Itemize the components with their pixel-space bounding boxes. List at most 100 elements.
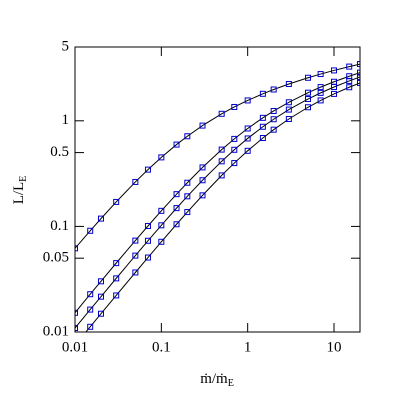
data-marker — [184, 209, 191, 216]
data-marker — [113, 292, 120, 299]
data-marker — [132, 269, 139, 276]
data-marker — [285, 80, 292, 87]
data-marker — [75, 309, 78, 316]
data-marker — [231, 135, 238, 142]
x-label-main: ṁ/ṁ — [200, 371, 228, 387]
y-tick-label: 0.1 — [50, 218, 69, 234]
curve-line — [85, 82, 360, 332]
data-marker — [317, 84, 324, 91]
data-marker — [158, 222, 165, 229]
data-marker — [173, 221, 180, 228]
data-marker — [231, 146, 238, 153]
data-marker — [158, 207, 165, 214]
data-marker — [218, 146, 225, 153]
data-marker — [331, 67, 338, 74]
data-marker — [285, 106, 292, 113]
data-marker — [184, 179, 191, 186]
data-marker — [75, 325, 78, 332]
data-marker — [97, 310, 104, 317]
data-marker — [317, 89, 324, 96]
data-marker — [218, 172, 225, 179]
data-marker — [113, 260, 120, 267]
x-tick-label: 1 — [244, 339, 252, 355]
y-tick-label: 0.05 — [43, 250, 69, 266]
plot-area — [75, 61, 360, 332]
x-tick-label: 10 — [327, 339, 342, 355]
data-marker — [305, 89, 312, 96]
data-marker — [173, 191, 180, 198]
data-marker — [231, 103, 238, 110]
data-marker — [331, 83, 338, 90]
data-marker — [331, 90, 338, 97]
x-label-sub: E — [228, 378, 234, 389]
data-marker — [144, 166, 151, 173]
data-marker — [97, 215, 104, 222]
data-marker — [357, 74, 360, 81]
data-marker — [357, 69, 360, 76]
data-marker — [87, 306, 94, 313]
data-marker — [184, 133, 191, 140]
data-marker — [270, 107, 277, 114]
data-marker — [357, 61, 360, 68]
data-marker — [317, 71, 324, 78]
data-marker — [132, 237, 139, 244]
data-marker — [270, 116, 277, 123]
data-marker — [87, 323, 94, 330]
data-marker — [270, 86, 277, 93]
curve-line — [75, 63, 360, 249]
data-marker — [113, 275, 120, 282]
data-marker — [346, 77, 353, 84]
y-tick-label: 5 — [62, 38, 70, 54]
data-marker — [259, 114, 266, 121]
x-tick-label: 0.1 — [152, 339, 171, 355]
data-marker — [346, 84, 353, 91]
curve-line — [75, 72, 360, 314]
y-tick-label: 0.5 — [50, 144, 69, 160]
data-marker — [199, 164, 206, 171]
y-tick-label: 0.01 — [43, 323, 69, 339]
data-marker — [158, 154, 165, 161]
data-marker — [244, 135, 251, 142]
data-marker — [113, 198, 120, 205]
data-marker — [244, 125, 251, 132]
data-marker — [144, 254, 151, 261]
data-marker — [259, 135, 266, 142]
y-tick-label: 1 — [62, 112, 70, 128]
data-marker — [132, 252, 139, 259]
data-marker — [144, 222, 151, 229]
data-marker — [144, 237, 151, 244]
data-marker — [285, 116, 292, 123]
plot-frame — [74, 46, 361, 333]
data-marker — [87, 291, 94, 298]
data-marker — [199, 192, 206, 199]
data-marker — [97, 293, 104, 300]
data-marker — [259, 90, 266, 97]
data-marker — [158, 238, 165, 245]
data-marker — [244, 97, 251, 104]
data-marker — [305, 104, 312, 111]
y-axis-label: L/LE — [11, 176, 29, 205]
data-marker — [317, 97, 324, 104]
data-marker — [259, 123, 266, 130]
curve-line — [75, 76, 360, 329]
data-marker — [87, 227, 94, 234]
data-marker — [199, 122, 206, 129]
data-marker — [244, 147, 251, 154]
data-marker — [97, 278, 104, 285]
data-marker — [270, 126, 277, 133]
data-marker — [218, 110, 225, 117]
y-label-sub: E — [18, 176, 29, 182]
data-marker — [132, 178, 139, 185]
data-marker — [173, 141, 180, 148]
data-marker — [75, 245, 78, 252]
data-marker — [184, 193, 191, 200]
data-marker — [305, 96, 312, 103]
data-marker — [357, 79, 360, 86]
y-label-main: L/L — [11, 182, 27, 205]
data-marker — [305, 74, 312, 81]
data-marker — [285, 99, 292, 106]
data-marker — [231, 160, 238, 167]
data-marker — [199, 177, 206, 184]
x-tick-label: 0.01 — [62, 339, 88, 355]
